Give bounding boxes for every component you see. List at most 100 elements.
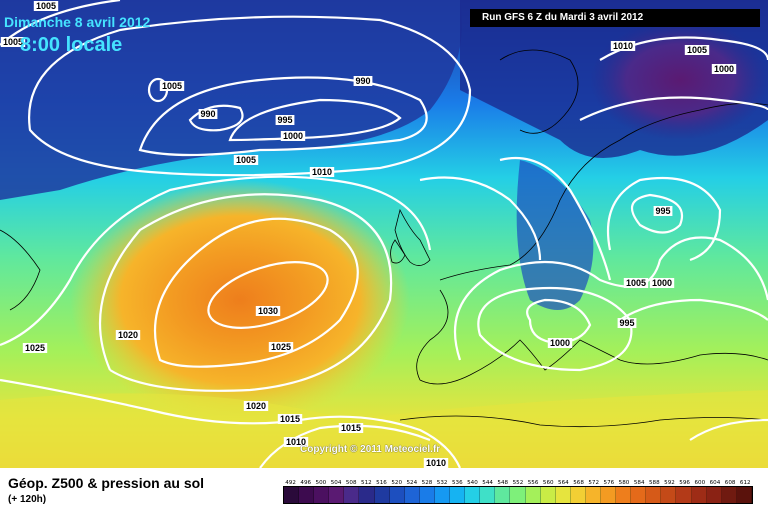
scale-cell <box>374 487 390 503</box>
scale-label: 492 <box>285 480 296 486</box>
scale-cell <box>525 487 541 503</box>
isobar-value: 1000 <box>714 64 734 74</box>
isobar-label: 1015 <box>338 423 364 433</box>
isobar-label: 1005 <box>684 45 710 55</box>
isobar-label: 1010 <box>610 41 636 51</box>
scale-label: 580 <box>618 480 630 486</box>
isobar-label: 1000 <box>547 338 573 348</box>
scale-label: 516 <box>376 480 387 486</box>
scale-label: 512 <box>361 480 372 486</box>
isobar-label: 995 <box>617 318 637 328</box>
scale-label: 596 <box>679 480 690 486</box>
scale-cell <box>419 487 435 503</box>
isobar-value: 1000 <box>652 278 672 288</box>
scale-cell <box>540 487 556 503</box>
isobar-label: 990 <box>353 76 373 86</box>
scale-cell <box>570 487 586 503</box>
isobar-value: 1015 <box>280 414 300 424</box>
scale-cell <box>706 487 722 503</box>
isobar-label: 1010 <box>283 437 309 447</box>
isobar-value: 1005 <box>162 81 182 91</box>
isobar-value: 1005 <box>687 45 707 55</box>
scale-label: 568 <box>573 480 584 486</box>
model-run: Run GFS 6 Z du Mardi 3 avril 2012 <box>470 9 760 27</box>
isobar-value: 1020 <box>118 330 138 340</box>
weather-map: 1005 1005 1005 990 990 995 1000 1005 1010 1010 100… <box>0 0 768 468</box>
isobar-label: 1000 <box>711 64 737 74</box>
color-scale: 492 496 500 504 508 512 516 520 524 528 532 536 540 5… <box>283 480 753 504</box>
scale-cell <box>389 487 405 503</box>
isobar-value: 995 <box>277 115 292 125</box>
isobar-value: 1005 <box>626 278 646 288</box>
scale-label: 576 <box>603 480 615 486</box>
isobar-value: 995 <box>619 318 634 328</box>
isobar-label: 1010 <box>423 458 449 468</box>
scale-label: 612 <box>739 480 751 486</box>
scale-label: 544 <box>482 480 493 486</box>
scale-cell <box>344 487 360 503</box>
scale-label: 560 <box>542 480 554 486</box>
isobar-label: 990 <box>198 109 218 119</box>
scale-label: 540 <box>467 480 478 486</box>
scale-cell <box>555 487 571 503</box>
isobar-label: 1005 <box>233 155 259 165</box>
scale-cell <box>691 487 707 503</box>
isobar-label: 1010 <box>309 167 335 177</box>
isobar-label: 1000 <box>649 278 675 288</box>
scale-cell <box>434 487 451 503</box>
scale-label: 508 <box>345 480 357 486</box>
scale-label: 500 <box>315 480 327 486</box>
isobar-value: 1000 <box>283 131 303 141</box>
coastlines <box>0 49 768 428</box>
scale-label: 520 <box>391 480 403 486</box>
scale-cell <box>314 487 330 503</box>
scale-label: 528 <box>421 480 433 486</box>
isobar-value: 1010 <box>426 458 446 468</box>
scale-label: 572 <box>588 480 600 486</box>
scale-label: 584 <box>633 480 645 486</box>
scale-label: 536 <box>451 480 463 486</box>
isobar-value: 1030 <box>258 306 278 316</box>
scale-label: 604 <box>709 480 721 486</box>
scale-cell <box>585 487 601 503</box>
scale-label: 548 <box>497 480 509 486</box>
legend-bar: Géop. Z500 & pression au sol (+ 120h) 49… <box>0 468 768 512</box>
isobar-value: 1005 <box>36 1 56 11</box>
scale-cell <box>600 487 617 503</box>
forecast-time: 8:00 locale <box>20 34 123 56</box>
scale-cell <box>495 487 511 503</box>
scale-cell <box>646 487 662 503</box>
isobar-value: 990 <box>355 76 370 86</box>
scale-cell <box>359 487 375 503</box>
copyright-notice: Copyright © 2011 Meteociel.fr <box>300 444 441 455</box>
isobar-value: 1010 <box>286 437 306 447</box>
isobar-label: 1020 <box>243 401 269 411</box>
scale-label: 588 <box>648 480 660 486</box>
isobar-label: 995 <box>653 206 673 216</box>
isobar-label: 1030 <box>255 306 281 316</box>
scale-cell <box>404 487 420 503</box>
scale-cell <box>661 487 677 503</box>
isobar-value: 1005 <box>236 155 256 165</box>
scale-label: 556 <box>527 480 539 486</box>
isobar-value: 990 <box>200 109 215 119</box>
isobar-value: 1010 <box>312 167 332 177</box>
isobar-label: 1005 <box>159 81 185 91</box>
scale-label: 496 <box>300 480 312 486</box>
forecast-date: Dimanche 8 avril 2012 <box>4 14 151 30</box>
isobar-label: 1000 <box>280 131 306 141</box>
northern-trough <box>0 0 462 200</box>
isobar-value: 1000 <box>550 338 570 348</box>
isobar-labels: 1005 1005 1005 990 990 995 1000 1005 1010 1010 100… <box>0 1 737 468</box>
isobar-label: 995 <box>275 115 295 125</box>
scale-cell <box>299 487 315 503</box>
isobar-label: 1015 <box>277 414 303 424</box>
isobar-value: 1020 <box>246 401 266 411</box>
scale-cell <box>329 487 345 503</box>
scale-label: 564 <box>558 480 569 486</box>
scale-cell <box>721 487 737 503</box>
legend-subtitle: (+ 120h) <box>8 494 47 505</box>
color-scale-labels: 492 496 500 504 508 512 516 520 524 528 532 536 540 5… <box>283 480 753 486</box>
isobar-value: 1005 <box>3 37 23 47</box>
isobar-label: 1020 <box>115 330 141 340</box>
